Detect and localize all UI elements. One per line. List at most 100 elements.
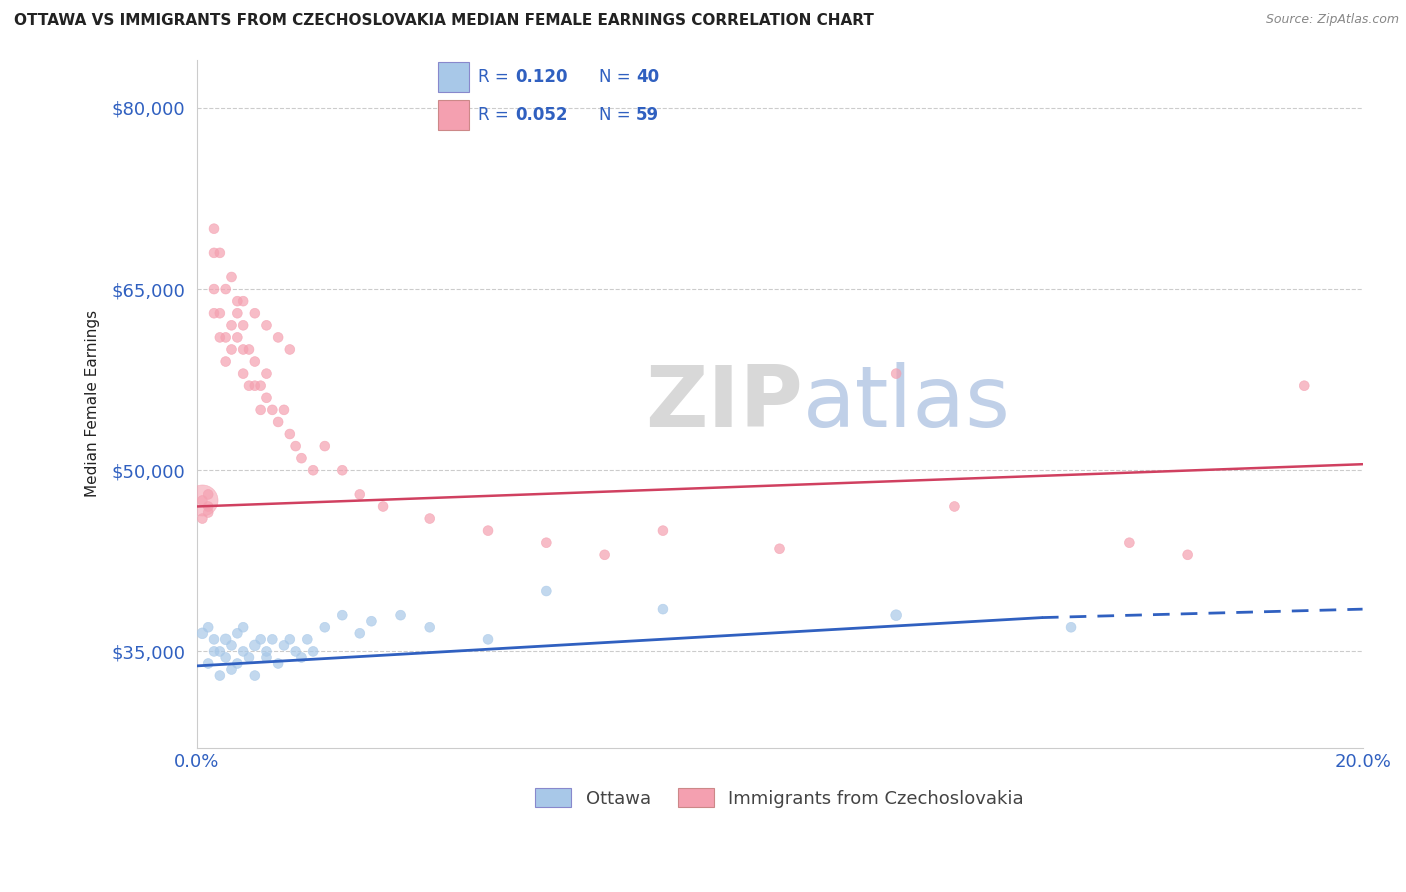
Point xyxy=(273,639,295,653)
Point xyxy=(267,415,290,429)
FancyBboxPatch shape xyxy=(439,100,470,130)
Point xyxy=(477,524,499,538)
Point xyxy=(302,463,325,477)
Point xyxy=(249,402,271,417)
Point xyxy=(208,668,231,682)
Point xyxy=(221,343,243,357)
Point xyxy=(389,608,412,623)
Point xyxy=(243,639,266,653)
Point xyxy=(197,657,219,671)
Point xyxy=(232,644,254,658)
Point xyxy=(278,632,301,647)
Point xyxy=(208,330,231,344)
Point xyxy=(256,650,278,665)
Point xyxy=(371,500,394,514)
Legend: Ottawa, Immigrants from Czechoslovakia: Ottawa, Immigrants from Czechoslovakia xyxy=(527,780,1031,814)
Point xyxy=(243,378,266,392)
Text: 0.052: 0.052 xyxy=(516,106,568,124)
Point xyxy=(284,439,307,453)
Text: 59: 59 xyxy=(636,106,659,124)
Point xyxy=(768,541,790,556)
Point xyxy=(197,500,219,514)
Text: 0.120: 0.120 xyxy=(516,69,568,87)
Point xyxy=(215,354,238,368)
Point xyxy=(536,535,558,549)
Point xyxy=(221,270,243,285)
Point xyxy=(232,294,254,309)
Text: Source: ZipAtlas.com: Source: ZipAtlas.com xyxy=(1265,13,1399,27)
Text: N =: N = xyxy=(599,106,636,124)
Point xyxy=(256,318,278,333)
Point xyxy=(273,402,295,417)
Point xyxy=(278,427,301,442)
Point xyxy=(191,493,214,508)
Point xyxy=(262,632,284,647)
Text: ZIP: ZIP xyxy=(645,362,803,445)
Point xyxy=(221,663,243,677)
Point xyxy=(226,294,249,309)
FancyBboxPatch shape xyxy=(439,62,470,92)
Point xyxy=(419,620,441,634)
Point xyxy=(215,330,238,344)
Point xyxy=(360,614,382,628)
Point xyxy=(202,221,225,235)
Point xyxy=(249,378,271,392)
Point xyxy=(943,500,966,514)
Point xyxy=(267,657,290,671)
Point xyxy=(215,282,238,296)
Point xyxy=(884,367,907,381)
Point xyxy=(197,506,219,520)
Point xyxy=(208,245,231,260)
Point xyxy=(238,343,260,357)
Point xyxy=(536,584,558,599)
Point xyxy=(652,602,675,616)
Point xyxy=(197,487,219,501)
Y-axis label: Median Female Earnings: Median Female Earnings xyxy=(86,310,100,498)
Point xyxy=(314,620,336,634)
Text: OTTAWA VS IMMIGRANTS FROM CZECHOSLOVAKIA MEDIAN FEMALE EARNINGS CORRELATION CHAR: OTTAWA VS IMMIGRANTS FROM CZECHOSLOVAKIA… xyxy=(14,13,875,29)
Point xyxy=(202,245,225,260)
Point xyxy=(284,644,307,658)
Point xyxy=(226,626,249,640)
Point xyxy=(419,511,441,525)
Point xyxy=(238,378,260,392)
Point xyxy=(191,493,214,508)
Point xyxy=(1294,378,1316,392)
Point xyxy=(226,306,249,320)
Point xyxy=(330,608,353,623)
Point xyxy=(349,487,371,501)
Point xyxy=(330,463,353,477)
Point xyxy=(593,548,616,562)
Point xyxy=(884,608,907,623)
Point xyxy=(256,391,278,405)
Point xyxy=(297,632,319,647)
Point xyxy=(208,644,231,658)
Point xyxy=(208,306,231,320)
Text: atlas: atlas xyxy=(803,362,1011,445)
Point xyxy=(202,644,225,658)
Text: R =: R = xyxy=(478,106,515,124)
Point xyxy=(221,639,243,653)
Point xyxy=(191,511,214,525)
Text: 40: 40 xyxy=(636,69,659,87)
Point xyxy=(349,626,371,640)
Point xyxy=(232,367,254,381)
Point xyxy=(238,650,260,665)
Point xyxy=(221,318,243,333)
Point xyxy=(197,620,219,634)
Point xyxy=(249,632,271,647)
Point xyxy=(290,451,312,466)
Point xyxy=(652,524,675,538)
Point xyxy=(215,632,238,647)
Point xyxy=(1060,620,1083,634)
Point xyxy=(262,402,284,417)
Point xyxy=(202,282,225,296)
Point xyxy=(477,632,499,647)
Point xyxy=(215,650,238,665)
Point xyxy=(314,439,336,453)
Point xyxy=(243,668,266,682)
Point xyxy=(232,343,254,357)
Point xyxy=(243,306,266,320)
Point xyxy=(226,657,249,671)
Point xyxy=(278,343,301,357)
